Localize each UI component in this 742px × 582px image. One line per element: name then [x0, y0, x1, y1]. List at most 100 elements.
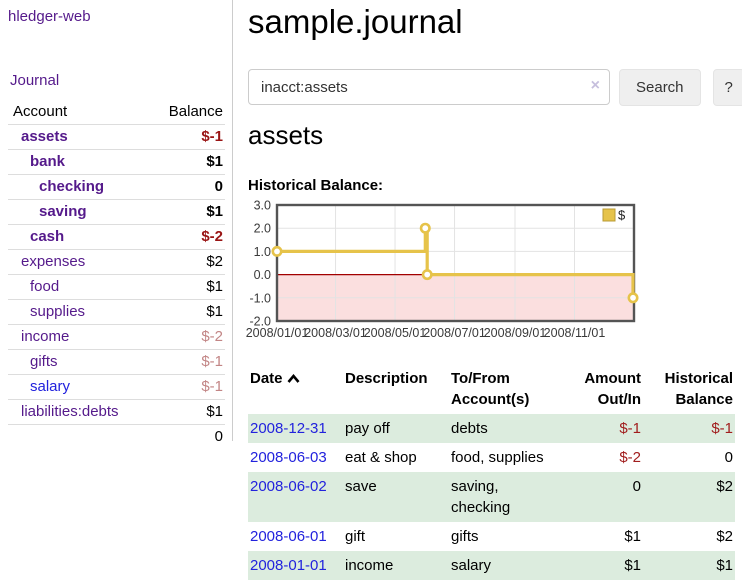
chart-heading: Historical Balance:: [248, 177, 384, 194]
transaction-date[interactable]: 2008-01-01: [248, 551, 345, 580]
y-tick-label: 0.0: [254, 268, 271, 282]
account-column-header: Account: [8, 100, 149, 125]
account-balance: $1: [148, 399, 225, 425]
accounts-column-header: To/From Account(s): [451, 370, 530, 408]
nav-journal-link[interactable]: Journal: [10, 72, 60, 89]
historical-balance-chart[interactable]: $3.0 2.0 1.0 0.0 -1.0 -2.02008/01/012008/03/0…: [240, 196, 720, 346]
account-link[interactable]: expenses: [21, 253, 86, 270]
main-content: sample.journal × Search ? assets Histori…: [246, 0, 742, 580]
transaction-amount: $1: [624, 528, 641, 545]
account-row: liabilities:debts $1: [8, 399, 225, 425]
register-row[interactable]: 2008-06-02 save saving, checking 0 $2: [248, 472, 735, 522]
register-row[interactable]: 2008-12-31 pay off debts $-1 $-1: [248, 414, 735, 443]
account-balance: $1: [148, 199, 225, 225]
x-tick-label: 2008/03/01: [304, 326, 367, 340]
date-link[interactable]: 2008-01-01: [250, 557, 327, 574]
account-balance: $-1: [148, 124, 225, 150]
account-row: gifts $-1: [8, 349, 225, 375]
transaction-amount: $1: [624, 557, 641, 574]
account-row: salary $-1: [8, 374, 225, 400]
account-link[interactable]: supplies: [30, 303, 86, 320]
transaction-description: gift: [345, 528, 366, 545]
account-link[interactable]: cash: [30, 228, 65, 245]
balance-column-header: Balance: [148, 100, 225, 125]
account-link[interactable]: checking: [39, 178, 105, 195]
transaction-accounts: saving, checking: [451, 478, 511, 516]
transaction-accounts: gifts: [451, 528, 479, 545]
x-tick-label: 2008/09/01: [484, 326, 547, 340]
account-balance: $-1: [148, 349, 225, 375]
amount-column-header: Amount Out/In: [584, 370, 641, 408]
register-row[interactable]: 2008-06-01 gift gifts $1 $2: [248, 522, 735, 551]
account-row: checking 0: [8, 174, 225, 200]
date-link[interactable]: 2008-06-01: [250, 528, 327, 545]
account-row: assets $-1: [8, 124, 225, 150]
transaction-description: pay off: [345, 420, 390, 437]
transaction-date[interactable]: 2008-12-31: [248, 414, 345, 443]
app-brand-link[interactable]: hledger-web: [8, 8, 91, 25]
account-link[interactable]: food: [30, 278, 60, 295]
account-balance-table: Account Balance assets $-1 bank $1 checking 0…: [8, 100, 225, 449]
account-row: cash $-2: [8, 224, 225, 250]
transaction-accounts: debts: [451, 420, 488, 437]
transaction-amount: 0: [632, 478, 641, 495]
data-point-marker: [421, 269, 433, 281]
search-input[interactable]: [248, 69, 610, 105]
legend-label: $: [618, 208, 626, 223]
balance-column-header: Historical Balance: [664, 370, 733, 408]
y-tick-label: 1.0: [254, 245, 271, 259]
search-form: × Search ?: [248, 69, 742, 106]
account-link[interactable]: income: [21, 328, 70, 345]
transaction-amount: $-2: [619, 449, 641, 466]
y-tick-label: -2.0: [249, 315, 271, 329]
y-tick-label: 2.0: [254, 222, 271, 236]
account-balance: $-1: [148, 374, 225, 400]
account-link[interactable]: gifts: [30, 353, 58, 370]
account-row: bank $1: [8, 149, 225, 175]
date-column-header[interactable]: Date: [248, 364, 345, 414]
register-header-row: Date Description To/From Account(s) Amou…: [248, 364, 735, 414]
transaction-balance: $-1: [711, 420, 733, 437]
transaction-description: save: [345, 478, 377, 495]
register-row[interactable]: 2008-01-01 income salary $1 $1: [248, 551, 735, 580]
x-tick-label: 2008/07/01: [423, 326, 486, 340]
register-row[interactable]: 2008-06-03 eat & shop food, supplies $-2 0: [248, 443, 735, 472]
transaction-description: income: [345, 557, 394, 574]
account-link[interactable]: bank: [30, 153, 66, 170]
sidebar: hledger-web Journal Account Balance asse…: [0, 0, 233, 449]
accounts-total-row: 0: [8, 424, 225, 449]
y-tick-label: -1.0: [249, 291, 271, 305]
data-point-marker: [271, 245, 283, 257]
account-heading: assets: [248, 120, 324, 150]
help-button[interactable]: ?: [712, 69, 742, 106]
account-link[interactable]: assets: [21, 128, 68, 145]
x-tick-label: 2008/11/01: [544, 326, 606, 340]
account-row: saving $1: [8, 199, 225, 225]
account-link[interactable]: salary: [30, 378, 71, 395]
account-balance: 0: [148, 174, 225, 200]
transaction-date[interactable]: 2008-06-01: [248, 522, 345, 551]
register-table: Date Description To/From Account(s) Amou…: [248, 364, 735, 580]
date-link[interactable]: 2008-12-31: [250, 420, 327, 437]
transaction-balance: $1: [716, 557, 733, 574]
transaction-accounts: food, supplies: [451, 449, 544, 466]
account-balance: $-2: [148, 324, 225, 350]
search-button[interactable]: Search: [619, 69, 701, 106]
x-tick-label: 2008/05/01: [364, 326, 427, 340]
account-balance: $1: [148, 149, 225, 175]
transaction-date[interactable]: 2008-06-03: [248, 443, 345, 472]
transaction-description: eat & shop: [345, 449, 417, 466]
date-link[interactable]: 2008-06-02: [250, 478, 327, 495]
accounts-total-value: 0: [148, 424, 225, 449]
sort-ascending-icon: [287, 369, 300, 390]
account-link[interactable]: saving: [39, 203, 87, 220]
clear-search-icon[interactable]: ×: [590, 77, 600, 94]
account-row: food $1: [8, 274, 225, 300]
date-link[interactable]: 2008-06-03: [250, 449, 327, 466]
transaction-balance: $2: [716, 478, 733, 495]
transaction-accounts: salary: [451, 557, 492, 574]
account-row: expenses $2: [8, 249, 225, 275]
account-link[interactable]: liabilities:debts: [21, 403, 119, 420]
transaction-date[interactable]: 2008-06-02: [248, 472, 345, 522]
transaction-amount: $-1: [619, 420, 641, 437]
